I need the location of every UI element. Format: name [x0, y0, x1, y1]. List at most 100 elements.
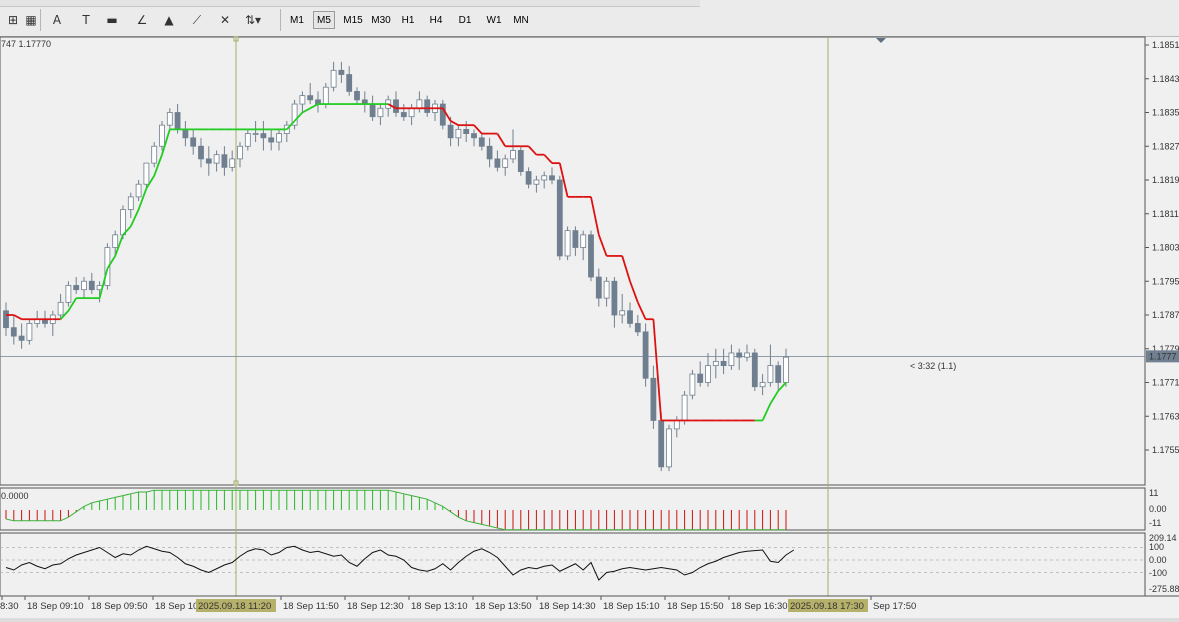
time-highlight-label: 2025.09.18 11:20 — [198, 601, 271, 612]
candle-body — [455, 128, 462, 139]
candle-body — [642, 331, 649, 379]
bottom-scrollbar[interactable] — [0, 618, 1179, 622]
candle-body — [307, 95, 314, 101]
price-axis-label: 1.1787 — [1152, 310, 1179, 320]
timeframe-h4-button[interactable]: H4 — [429, 14, 443, 26]
time-axis-label: Sep 17:50 — [873, 601, 916, 612]
separator-handle[interactable] — [233, 480, 239, 486]
candle-body — [720, 361, 727, 367]
angle-tool-icon[interactable]: ∠ — [136, 13, 148, 27]
timeframe-m1-button[interactable]: M1 — [290, 14, 304, 26]
candle-body — [736, 352, 743, 358]
cci-axis-label: 100 — [1149, 542, 1164, 552]
rectangle-tool-icon[interactable]: ▬ — [106, 13, 118, 27]
trend-line-segment — [473, 124, 483, 135]
candle-body — [166, 112, 173, 126]
timeframe-d1-button[interactable]: D1 — [458, 14, 472, 26]
trend-line-segment — [636, 301, 647, 320]
candle-body — [572, 230, 579, 248]
chart-shift-marker[interactable] — [876, 38, 886, 43]
time-axis-label: 18 Sep 09:50 — [91, 601, 148, 612]
candle-body — [486, 145, 493, 160]
trend-line-segment — [597, 234, 608, 257]
candle-body — [174, 112, 181, 130]
price-axis-label: 1.1827 — [1152, 141, 1179, 151]
timeframe-h1-button[interactable]: H1 — [401, 14, 415, 26]
candle-body — [393, 99, 399, 113]
candle-body — [408, 107, 415, 118]
time-axis-label: 18 Sep 12:30 — [347, 601, 404, 612]
histogram-panel — [0, 487, 1146, 531]
text-tool-icon[interactable]: A — [52, 13, 62, 27]
trend-line-segment — [114, 234, 124, 257]
trend-line-segment — [450, 120, 459, 126]
triangle-tool-icon[interactable]: ▲ — [164, 13, 174, 27]
candle-body — [697, 373, 704, 383]
trend-line-segment — [496, 133, 506, 147]
trend-line-segment — [621, 255, 631, 282]
fibo-arcs-icon[interactable]: ✕ — [219, 13, 231, 27]
histogram-axis-label: 11 — [1149, 488, 1158, 498]
candle-body — [705, 365, 711, 383]
candle-body — [205, 158, 212, 164]
toolbar-separator — [40, 9, 41, 31]
trend-line-segment — [590, 196, 600, 236]
timeframe-m30-button[interactable]: M30 — [371, 14, 391, 26]
candle-body — [424, 99, 431, 113]
candle-body — [18, 335, 25, 341]
candle-body — [244, 133, 251, 147]
candle-body — [525, 171, 532, 185]
price-axis-label: 1.1803 — [1152, 243, 1179, 253]
candle-body — [751, 352, 758, 388]
fibo-fan-icon[interactable]: ⟋ — [192, 12, 202, 27]
trend-line-segment — [527, 145, 538, 156]
candle-body — [127, 196, 134, 210]
candle-body — [322, 86, 329, 105]
cci-line — [5, 545, 795, 581]
candle-body — [229, 158, 236, 168]
candle-body — [463, 128, 470, 134]
candle-body — [775, 365, 782, 383]
candle-body — [588, 234, 594, 278]
price-axis-label: 1.1755 — [1152, 445, 1179, 455]
candle-body — [190, 137, 197, 147]
histogram-readout: 0.0000 — [1, 491, 29, 501]
candle-body — [767, 365, 774, 383]
toolbar: ⊞ ▦ A T ▬ ∠ ▲ ⟋ ✕ ⇅▾ M1 M5 M15 M30 H1 H4 D1 W1 MN — [0, 0, 1179, 37]
candle-body — [346, 74, 353, 92]
text-label-icon[interactable]: T — [82, 13, 90, 27]
trend-line-segment — [293, 111, 304, 122]
trend-line-segment — [286, 120, 296, 130]
cci-axis-label: -100 — [1149, 568, 1167, 578]
trend-line-segment — [98, 268, 109, 299]
candle-body — [330, 69, 337, 88]
cci-axis-label: -275.88 — [1149, 584, 1179, 594]
trend-line-segment — [13, 314, 23, 321]
fibo-expansion-icon[interactable]: ⊞ — [7, 13, 19, 27]
top-strip — [0, 0, 700, 7]
candle-body — [143, 162, 150, 185]
candle-body — [681, 394, 688, 421]
candle-body — [759, 382, 766, 388]
price-axis-label: 1.1851 — [1152, 40, 1179, 50]
timeframe-mn-button[interactable]: MN — [513, 14, 529, 26]
candle-body — [494, 158, 501, 168]
trend-line-segment — [59, 310, 70, 320]
candle-body — [744, 352, 750, 358]
candle-body — [595, 276, 602, 299]
arrows-dropdown-icon[interactable]: ⇅▾ — [244, 13, 262, 27]
price-axis-label: 1.1763 — [1152, 411, 1179, 421]
trend-line-segment — [67, 297, 77, 312]
histogram-axis-label: -11 — [1149, 518, 1161, 528]
candle-body — [416, 99, 423, 109]
fibo-grid-icon[interactable]: ▦ — [25, 13, 37, 27]
candle-body — [447, 124, 454, 139]
timeframe-m15-button[interactable]: M15 — [343, 14, 363, 26]
timeframe-m5-button[interactable]: M5 — [313, 11, 335, 29]
timeframe-w1-button[interactable]: W1 — [486, 14, 502, 26]
toolbar-separator — [280, 9, 281, 31]
candle-body — [689, 373, 696, 396]
separator-handle[interactable] — [233, 36, 239, 42]
candle-body — [471, 133, 477, 139]
